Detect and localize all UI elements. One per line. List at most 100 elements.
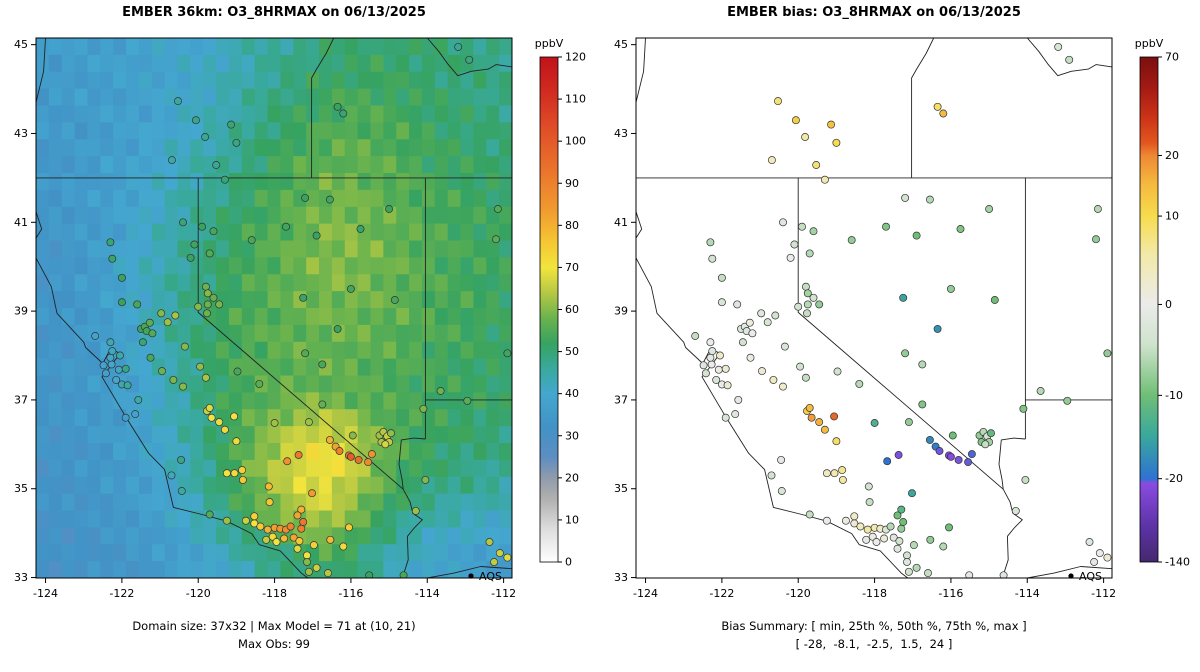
station-point xyxy=(108,254,117,263)
station-point xyxy=(763,318,772,327)
station-point xyxy=(939,542,948,551)
station-point xyxy=(325,435,334,444)
station-point xyxy=(215,418,224,427)
station-point xyxy=(304,418,313,427)
station-point xyxy=(731,410,740,419)
y-tick-label: 43 xyxy=(14,127,28,140)
colorbar-tick-label: 10 xyxy=(1165,210,1179,223)
station-point xyxy=(901,193,910,202)
x-tick-label: -118 xyxy=(862,587,887,600)
station-point xyxy=(1011,506,1020,515)
aqs-legend-label: AQS xyxy=(479,570,502,583)
y-tick-label: 45 xyxy=(14,38,28,51)
station-point xyxy=(805,249,814,258)
station-point xyxy=(822,516,831,525)
station-point xyxy=(767,471,776,480)
station-point xyxy=(381,440,390,449)
station-point xyxy=(163,318,172,327)
border-id-mt xyxy=(426,38,512,77)
station-point xyxy=(99,361,108,370)
station-point xyxy=(830,412,839,421)
station-point xyxy=(454,42,463,51)
station-point xyxy=(303,558,311,566)
station-point xyxy=(926,535,935,544)
colorbar-tick-label: -10 xyxy=(1165,389,1183,402)
station-point xyxy=(847,236,856,245)
station-point xyxy=(116,351,124,360)
station-point xyxy=(179,382,187,391)
station-point xyxy=(948,431,957,440)
station-point xyxy=(850,512,859,521)
station-point xyxy=(295,537,304,546)
station-point xyxy=(167,156,176,165)
station-point xyxy=(205,249,214,258)
station-point xyxy=(880,534,889,543)
station-point xyxy=(1036,387,1045,395)
station-point xyxy=(463,396,472,405)
caption-bias-summary: Bias Summary: [ min, 25th %, 50th %, 75t… xyxy=(721,619,1027,633)
station-point xyxy=(297,505,306,514)
colorbar-tick-label: 20 xyxy=(1165,149,1179,162)
y-tick-label: 39 xyxy=(614,305,628,318)
station-point xyxy=(803,309,811,318)
station-point xyxy=(179,218,187,227)
colorbar-tick-label: 0 xyxy=(565,556,572,569)
station-point xyxy=(289,533,298,542)
station-point xyxy=(282,222,290,231)
station-point xyxy=(798,222,806,231)
station-point xyxy=(194,302,203,311)
station-point xyxy=(138,338,147,347)
station-point xyxy=(297,524,306,533)
station-point xyxy=(201,282,210,291)
border-gila-river xyxy=(1026,566,1112,578)
plot-background xyxy=(636,38,1112,578)
station-point xyxy=(148,329,157,338)
station-point xyxy=(268,532,277,541)
station-point xyxy=(293,544,302,553)
station-point xyxy=(121,364,130,373)
station-point xyxy=(769,375,778,384)
station-point xyxy=(247,236,256,245)
station-point xyxy=(820,175,829,184)
station-point xyxy=(205,510,214,519)
station-point xyxy=(203,309,211,318)
station-point xyxy=(767,156,776,165)
station-point xyxy=(490,558,499,566)
colorbar-tick-label: 90 xyxy=(565,177,579,190)
station-point xyxy=(262,535,271,544)
station-point xyxy=(387,429,395,438)
station-point xyxy=(201,133,210,141)
station-point xyxy=(946,452,955,461)
station-point xyxy=(833,367,842,376)
station-point xyxy=(133,300,142,309)
station-point xyxy=(333,102,342,111)
station-point xyxy=(815,300,824,309)
station-point xyxy=(964,458,973,467)
station-point xyxy=(158,367,166,376)
station-point xyxy=(832,138,841,147)
station-point xyxy=(230,412,239,421)
station-point xyxy=(908,489,916,498)
station-point xyxy=(738,338,747,347)
station-point xyxy=(987,429,995,438)
station-point xyxy=(981,440,990,449)
station-point xyxy=(205,403,214,412)
station-point xyxy=(918,400,927,409)
station-point xyxy=(131,410,140,419)
x-tick-label: -116 xyxy=(938,587,963,600)
colorbar-tick-label: 30 xyxy=(565,429,579,442)
station-point xyxy=(301,349,310,358)
station-point xyxy=(933,324,942,333)
station-point xyxy=(774,97,782,106)
station-point xyxy=(985,205,994,213)
station-point xyxy=(201,373,210,382)
page-title-bias: EMBER bias: O3_8HRMAX on 06/13/2025 xyxy=(727,5,1021,20)
station-point xyxy=(805,510,814,519)
station-point xyxy=(212,161,221,169)
station-point xyxy=(123,381,132,390)
station-points xyxy=(691,42,1112,578)
station-point xyxy=(312,563,321,572)
station-point xyxy=(385,205,394,213)
colorbar-unit-label: ppbV xyxy=(1135,37,1164,50)
